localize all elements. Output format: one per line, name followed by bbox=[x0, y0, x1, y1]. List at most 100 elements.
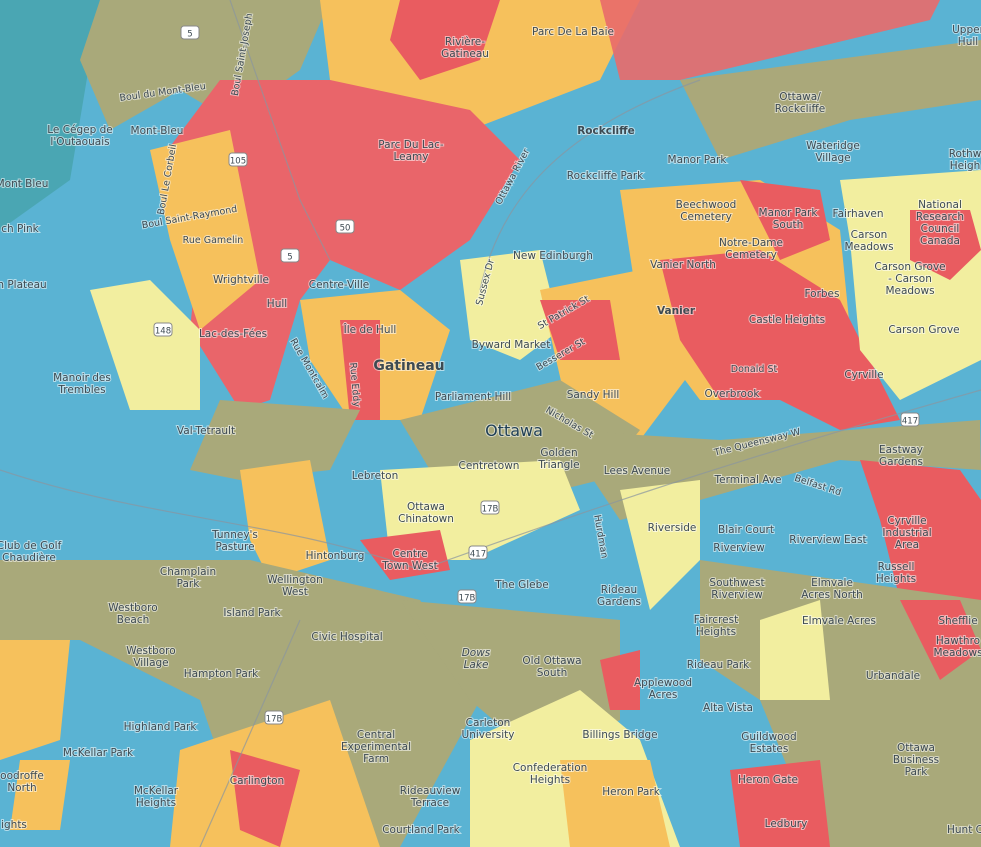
label-line: Farm bbox=[363, 753, 389, 765]
place-label: Lebreton bbox=[352, 470, 399, 482]
label-line: Heights bbox=[876, 573, 916, 585]
label-line: Mont Bleu bbox=[0, 178, 48, 190]
label-line: Island Park bbox=[223, 607, 281, 619]
place-label: Elmvale Acres North bbox=[801, 577, 863, 601]
place-label: Forbes bbox=[804, 288, 839, 300]
route-shield bbox=[457, 589, 477, 604]
label-line: Carson bbox=[851, 229, 888, 241]
place-label: Lac-des-Fées bbox=[199, 328, 267, 340]
label-line: Faircrest bbox=[694, 614, 738, 626]
place-label: Dows Lake bbox=[462, 647, 491, 671]
route-shield bbox=[180, 25, 200, 40]
place-label: Ottawa Business Park bbox=[893, 742, 939, 778]
route-number: 148 bbox=[155, 327, 171, 337]
label-line: Heights bbox=[136, 797, 176, 809]
label-line: Billings Bridge bbox=[582, 729, 657, 741]
label-line: South bbox=[773, 219, 804, 231]
label-line: Champlain bbox=[160, 566, 216, 578]
place-label: Southwest Riverview bbox=[709, 577, 764, 601]
place-label: Urbandale bbox=[866, 670, 920, 682]
label-line: Rockcliffe Park bbox=[567, 170, 644, 182]
label-line: Terrace bbox=[410, 797, 449, 809]
place-label: Parc Du Lac-Leamy bbox=[378, 139, 444, 163]
label-line: Manor Park bbox=[668, 154, 728, 166]
label-line: Canada bbox=[920, 235, 960, 247]
place-label: Riverview bbox=[713, 542, 765, 554]
route-shield bbox=[280, 248, 300, 263]
place-label: Carson Grove bbox=[888, 324, 959, 336]
label-line: Urbandale bbox=[866, 670, 920, 682]
label-line: Castle Heights bbox=[749, 314, 825, 326]
label-line: Hull bbox=[958, 36, 978, 48]
place-label: Ottawa/Rockcliffe bbox=[775, 91, 825, 115]
label-line: Triangle bbox=[537, 459, 579, 471]
label-line: Gatineau bbox=[373, 358, 444, 374]
place-label: Billings Bridge bbox=[582, 729, 657, 741]
label-line: Wrightville bbox=[213, 274, 269, 286]
label-line: Heigh bbox=[950, 160, 981, 172]
label-line: Golden bbox=[540, 447, 577, 459]
label-line: Beach bbox=[117, 614, 150, 626]
label-line: Meadows bbox=[885, 285, 934, 297]
place-label: Byward Market bbox=[472, 339, 551, 351]
label-line: Rideauview bbox=[400, 785, 461, 797]
place-label: New Edinburgh bbox=[513, 250, 593, 262]
label-line: West bbox=[282, 586, 308, 598]
label-line: Heron Park bbox=[602, 786, 660, 798]
label-line: Town West bbox=[381, 560, 437, 572]
place-label: Hintonburg bbox=[306, 550, 365, 562]
place-label: Old Ottawa South bbox=[522, 655, 581, 679]
place-label: Tunney's Pasture bbox=[211, 529, 258, 553]
place-label: Notre-Dame Cemetery bbox=[719, 237, 783, 261]
label-line: North bbox=[7, 782, 36, 794]
place-label: Val-Tetrault bbox=[177, 425, 235, 437]
label-line: Experimental bbox=[341, 741, 411, 753]
place-label: Russell Heights bbox=[876, 561, 916, 585]
place-label: Cyrville Industrial Area bbox=[882, 515, 931, 551]
place-label: Shefflie bbox=[938, 615, 977, 627]
label-line: Manor Park bbox=[759, 207, 819, 219]
route-number: 105 bbox=[230, 157, 246, 167]
label-line: Estates bbox=[750, 743, 789, 755]
label-line: Civic Hospital bbox=[311, 631, 382, 643]
place-label: Central Experimental Farm bbox=[341, 729, 411, 765]
place-label: Vanier bbox=[657, 305, 696, 317]
label-line: The Glebe bbox=[494, 579, 549, 591]
label-line: Dows bbox=[462, 647, 491, 659]
label-line: Old Ottawa bbox=[522, 655, 581, 667]
label-line: Parc De La Baie bbox=[532, 26, 614, 38]
label-line: Village bbox=[815, 152, 850, 164]
label-line: Russell bbox=[878, 561, 915, 573]
label-line: Lac-des-Fées bbox=[199, 328, 267, 340]
label-line: Rivière- bbox=[445, 36, 485, 48]
label-line: National bbox=[918, 199, 962, 211]
place-label: Vanier North bbox=[650, 259, 716, 271]
label-line: Rideau bbox=[601, 584, 637, 596]
label-line: Gatineau bbox=[441, 48, 489, 60]
route-number: 417 bbox=[902, 417, 918, 427]
label-line: Rothw bbox=[949, 148, 981, 160]
route-shield bbox=[480, 500, 500, 515]
place-label: National Research Council Canada bbox=[916, 199, 964, 247]
place-label: Riverview East bbox=[789, 534, 866, 546]
place-label: Civic Hospital bbox=[311, 631, 382, 643]
label-line: Parliament Hill bbox=[435, 391, 511, 403]
label-line: Carson Grove bbox=[874, 261, 945, 273]
place-label: Rideau Gardens bbox=[597, 584, 641, 608]
label-line: McKellar bbox=[134, 785, 179, 797]
place-label: Carson Grove - Carson Meadows bbox=[874, 261, 945, 297]
place-label: Riverside bbox=[648, 522, 697, 534]
place-label: Upper Hull bbox=[952, 24, 981, 48]
label-line: Central bbox=[357, 729, 395, 741]
label-line: Cemetery bbox=[680, 211, 732, 223]
label-line: Vanier bbox=[657, 305, 696, 317]
place-label: McKellar Park bbox=[63, 747, 134, 759]
place-label: oodroffe North bbox=[0, 770, 44, 794]
label-line: Guildwood bbox=[741, 731, 796, 743]
place-label: The Glebe bbox=[494, 579, 549, 591]
label-line: Alta Vista bbox=[703, 702, 753, 714]
place-label: Fairhaven bbox=[833, 208, 884, 220]
label-line: Lake bbox=[464, 659, 489, 671]
